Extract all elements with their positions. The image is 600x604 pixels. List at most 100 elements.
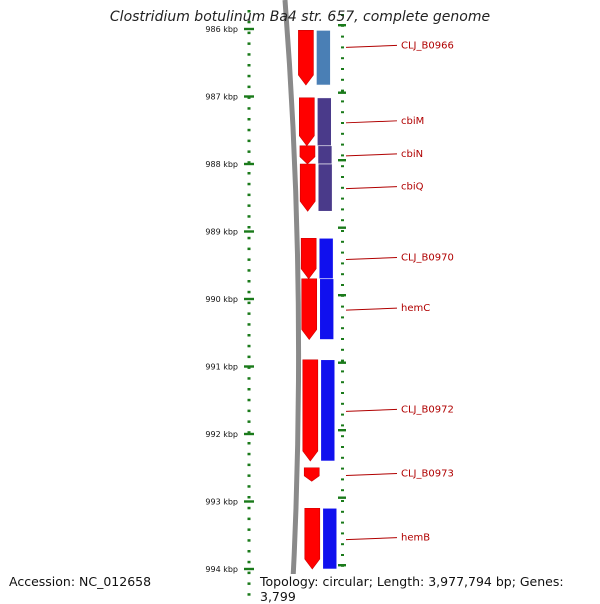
minor-tick [247, 344, 251, 348]
major-tick [338, 91, 346, 94]
gene-bar-cbiQ [317, 163, 333, 212]
minor-tick [247, 550, 251, 553]
minor-tick [341, 370, 344, 373]
tick-label: 992 kbp [205, 430, 238, 439]
minor-tick [247, 85, 251, 89]
minor-tick [247, 74, 251, 78]
minor-tick [341, 100, 344, 103]
minor-tick [341, 78, 344, 81]
minor-tick [247, 139, 251, 143]
minor-tick [247, 301, 251, 305]
cds-arrow-hemB [304, 507, 321, 570]
major-tick [338, 361, 346, 364]
cds-arrow-cbiM [299, 97, 315, 147]
minor-tick [341, 262, 344, 265]
tick-label: 989 kbp [205, 228, 238, 237]
minor-tick [247, 161, 251, 164]
minor-tick [247, 20, 251, 24]
major-tick [244, 27, 254, 31]
minor-tick [341, 143, 344, 146]
minor-tick [247, 31, 251, 35]
minor-tick [247, 118, 251, 121]
minor-tick [341, 532, 344, 535]
minor-tick [247, 431, 251, 434]
minor-tick [247, 64, 251, 67]
gene-bar-cbiN [317, 145, 333, 165]
minor-tick [247, 107, 251, 110]
minor-tick [247, 193, 251, 197]
minor-tick [341, 219, 344, 222]
tick-label: 986 kbp [205, 25, 238, 34]
minor-tick [341, 510, 344, 513]
minor-tick [341, 424, 344, 427]
minor-tick [247, 172, 251, 175]
minor-tick [341, 89, 344, 92]
minor-tick [247, 485, 251, 488]
cds-arrow-CLJ_B0972 [302, 359, 319, 462]
major-tick [244, 297, 254, 301]
major-tick [338, 159, 346, 162]
gene-label-cbiN: cbiN [401, 149, 423, 160]
minor-tick [341, 251, 344, 254]
tick-label: 990 kbp [205, 295, 238, 304]
minor-tick [341, 208, 344, 211]
minor-tick [341, 500, 344, 502]
minor-tick [341, 402, 344, 405]
minor-tick [247, 528, 251, 531]
minor-tick [247, 398, 251, 402]
topology-text: Topology: circular; Length: 3,977,794 bp… [260, 574, 600, 604]
minor-tick [247, 226, 251, 229]
minor-tick [341, 413, 344, 416]
major-tick [244, 432, 254, 436]
minor-tick [341, 554, 344, 556]
minor-tick [247, 204, 251, 207]
gene-label-CLJ_B0966: CLJ_B0966 [401, 40, 454, 51]
minor-tick [247, 593, 251, 596]
minor-tick [247, 182, 251, 186]
minor-tick [341, 467, 344, 470]
minor-tick [341, 57, 344, 60]
gene-label-hemC: hemC [401, 303, 430, 314]
minor-tick [247, 53, 251, 56]
minor-tick [341, 197, 344, 200]
minor-tick [341, 327, 344, 330]
gene-bar-cbiM [317, 97, 332, 147]
minor-tick [341, 446, 344, 448]
minor-tick [247, 517, 251, 521]
cds-arrow-CLJ_B0970 [300, 237, 317, 280]
major-tick [338, 429, 346, 432]
minor-tick [247, 377, 251, 380]
major-tick [338, 294, 346, 297]
minor-tick [341, 35, 344, 38]
major-tick [244, 567, 254, 571]
minor-tick [247, 290, 251, 294]
gene-bar-CLJ_B0966 [316, 30, 331, 86]
minor-tick [341, 435, 344, 438]
minor-tick [247, 269, 251, 272]
minor-tick [247, 312, 251, 315]
major-tick [244, 230, 254, 233]
leader-line-hemC [345, 307, 398, 311]
gene-label-CLJ_B0970: CLJ_B0970 [401, 253, 454, 264]
minor-tick [247, 150, 251, 153]
leader-line-CLJ_B0972 [345, 408, 398, 412]
gene-label-CLJ_B0973: CLJ_B0973 [401, 469, 454, 480]
major-tick [244, 162, 254, 166]
minor-tick [341, 230, 344, 232]
minor-tick [341, 68, 344, 70]
tick-label: 987 kbp [205, 93, 238, 102]
cds-arrow-hemC [301, 278, 318, 340]
map-title: Clostridium botulinum Ba4 str. 657, comp… [109, 9, 491, 25]
cds-arrow-CLJ_B0966 [298, 30, 314, 86]
leader-line-CLJ_B0966 [345, 44, 398, 48]
minor-tick [247, 215, 251, 218]
tick-label: 991 kbp [205, 363, 238, 372]
leader-line-CLJ_B0973 [345, 473, 398, 476]
minor-tick [341, 186, 344, 189]
minor-tick [247, 409, 251, 413]
minor-tick [341, 284, 344, 286]
leader-line-hemB [345, 537, 398, 541]
minor-tick [247, 582, 251, 585]
tick-label: 988 kbp [205, 160, 238, 169]
